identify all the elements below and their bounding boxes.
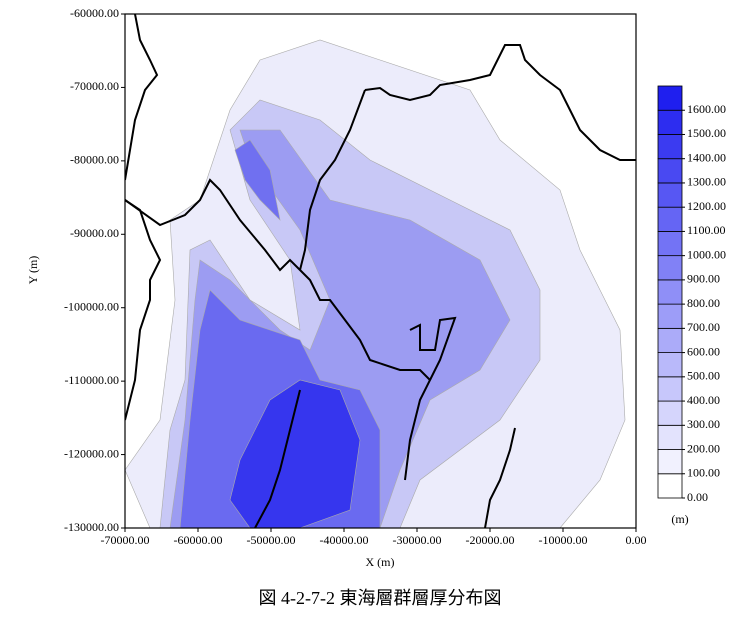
plot-frame xyxy=(124,13,637,529)
colorbar-tick-label: 500.00 xyxy=(687,369,720,383)
colorbar-tick-label: 200.00 xyxy=(687,441,720,455)
y-tick-label: -100000.00 xyxy=(64,299,119,313)
colorbar-box xyxy=(657,109,683,135)
contour-fill xyxy=(229,379,361,528)
y-tick-label: -70000.00 xyxy=(70,79,119,93)
x-axis-label: X (m) xyxy=(366,555,395,569)
x-tick-label: -60000.00 xyxy=(174,533,223,547)
colorbar-tick-label: 900.00 xyxy=(687,272,720,286)
colorbar-tick-label: 1000.00 xyxy=(687,247,726,261)
colorbar-tick-label: 100.00 xyxy=(687,466,720,480)
y-tick-label: -120000.00 xyxy=(64,446,119,460)
contour-map xyxy=(125,14,636,528)
colorbar-box xyxy=(657,473,683,499)
x-tick-label: -70000.00 xyxy=(101,533,150,547)
y-tick-label: -130000.00 xyxy=(64,520,119,534)
colorbar-box xyxy=(657,206,683,232)
colorbar-box xyxy=(657,303,683,329)
colorbar-box xyxy=(657,327,683,353)
x-tick-label: -30000.00 xyxy=(393,533,442,547)
colorbar-tick-label: 1200.00 xyxy=(687,199,726,213)
x-tick-label: -40000.00 xyxy=(320,533,369,547)
y-tick-label: -110000.00 xyxy=(64,373,119,387)
colorbar-tick-label: 1300.00 xyxy=(687,175,726,189)
colorbar-box xyxy=(657,352,683,378)
x-tick-label: -50000.00 xyxy=(247,533,296,547)
colorbar-box xyxy=(657,279,683,305)
colorbar-tick-label: 700.00 xyxy=(687,320,720,334)
colorbar-box xyxy=(657,255,683,281)
y-tick-label: -60000.00 xyxy=(70,6,119,20)
colorbar-box xyxy=(657,449,683,475)
colorbar-tick-label: 800.00 xyxy=(687,296,720,310)
colorbar-box xyxy=(657,231,683,257)
colorbar-tick-label: 600.00 xyxy=(687,344,720,358)
colorbar-box xyxy=(657,85,683,111)
colorbar-box xyxy=(657,400,683,426)
coastline xyxy=(125,14,636,528)
y-axis-label: Y (m) xyxy=(26,256,40,285)
colorbar-label: (m) xyxy=(671,512,688,526)
colorbar-tick-label: 1100.00 xyxy=(687,223,726,237)
y-tick-label: -90000.00 xyxy=(70,226,119,240)
colorbar-tick-label: 1400.00 xyxy=(687,150,726,164)
colorbar-tick-label: 0.00 xyxy=(687,490,708,504)
colorbar-tick-label: 400.00 xyxy=(687,393,720,407)
colorbar-box xyxy=(657,182,683,208)
colorbar-tick-label: 300.00 xyxy=(687,417,720,431)
contour-fill xyxy=(234,139,281,221)
x-tick-label: 0.00 xyxy=(626,533,647,547)
colorbar-tick-label: 1600.00 xyxy=(687,102,726,116)
colorbar-tick-label: 1500.00 xyxy=(687,126,726,140)
colorbar-box xyxy=(657,376,683,402)
caption: 図 4-2-7-2 東海層群層厚分布図 xyxy=(259,588,502,608)
colorbar-box xyxy=(657,158,683,184)
y-tick-label: -80000.00 xyxy=(70,153,119,167)
colorbar-box xyxy=(657,134,683,160)
x-tick-label: -20000.00 xyxy=(466,533,515,547)
colorbar-box xyxy=(657,424,683,450)
x-tick-label: -10000.00 xyxy=(539,533,588,547)
